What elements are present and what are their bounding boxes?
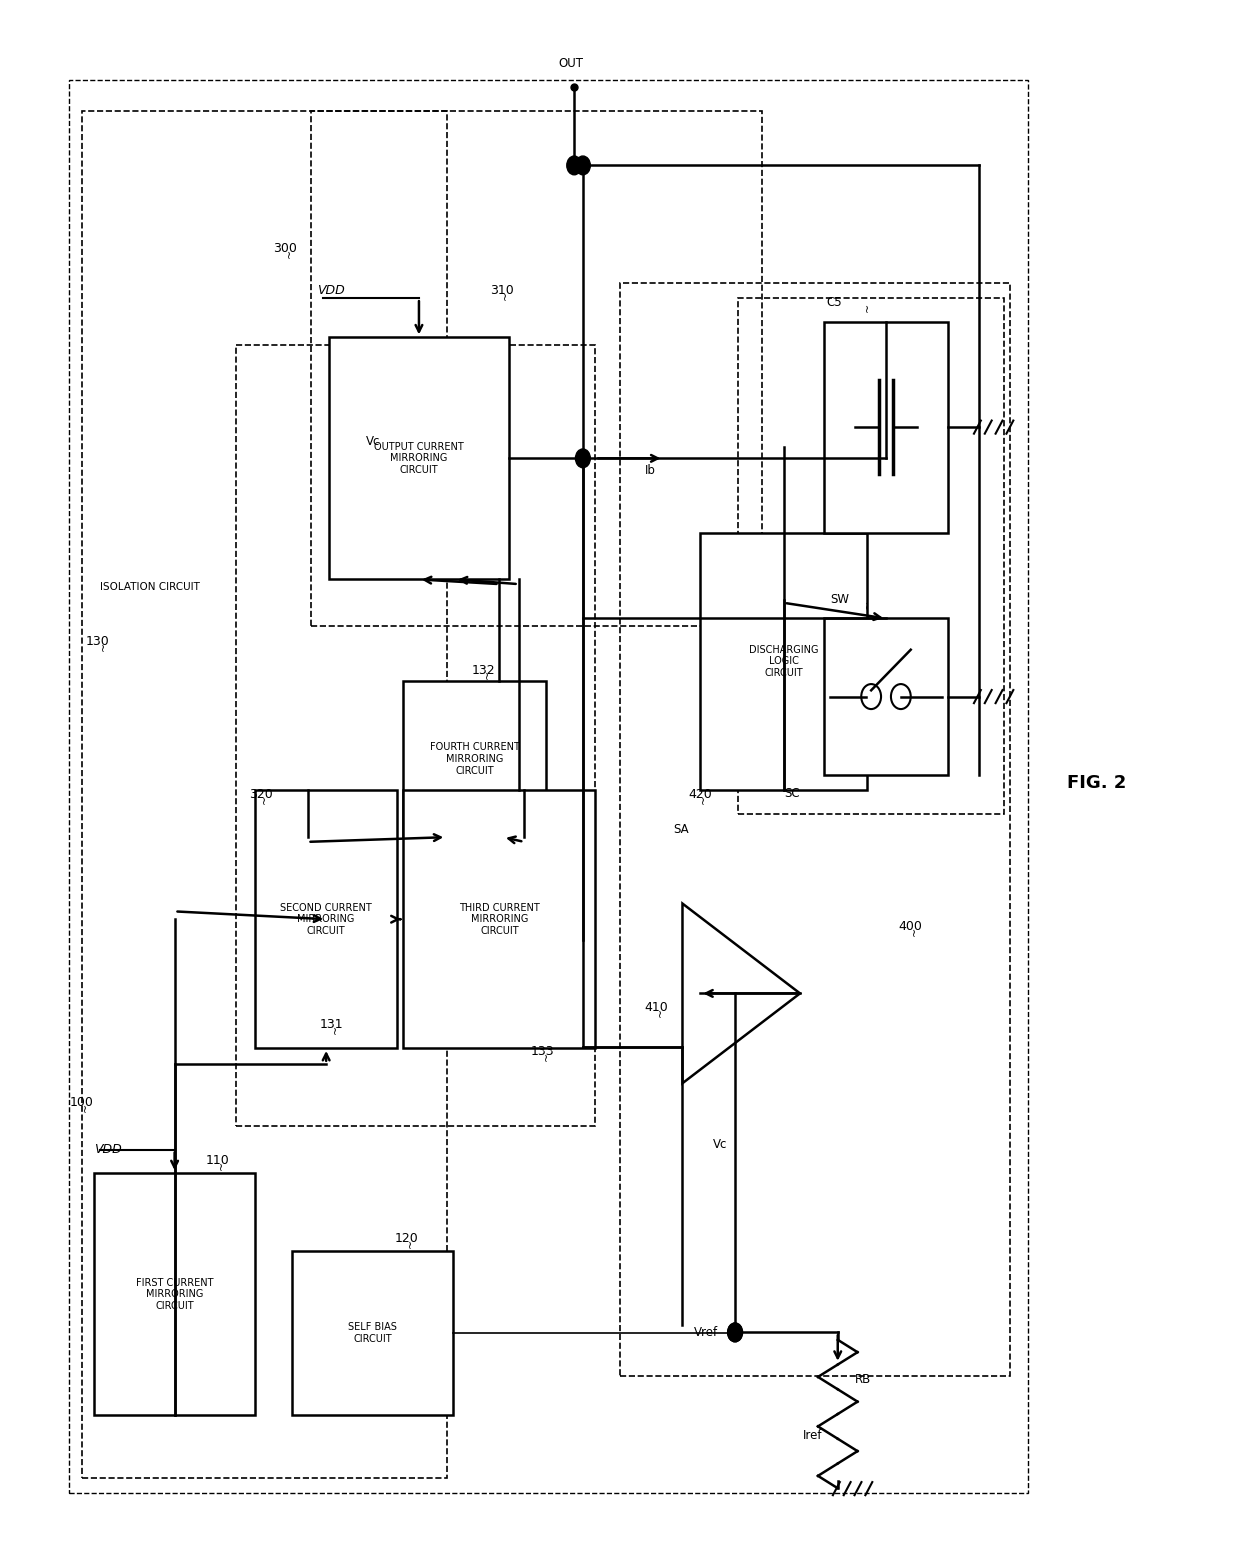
Circle shape (575, 156, 590, 175)
Text: Vc: Vc (366, 435, 381, 449)
Text: 420: 420 (688, 789, 712, 801)
Text: 133: 133 (531, 1045, 554, 1058)
Text: 131: 131 (320, 1019, 343, 1031)
Bar (293, 1250, 453, 1415)
Text: ~: ~ (285, 249, 295, 258)
Text: Ib: Ib (645, 463, 656, 477)
Text: 132: 132 (471, 664, 495, 676)
Text: VDD: VDD (94, 1142, 122, 1157)
Bar (237, 344, 595, 1127)
Bar (403, 681, 546, 837)
Bar (825, 322, 947, 532)
Circle shape (575, 449, 590, 468)
Text: SC: SC (785, 787, 800, 800)
Bar (701, 532, 868, 790)
Text: 120: 120 (394, 1232, 419, 1246)
Text: ~: ~ (405, 1239, 415, 1247)
Text: SELF BIAS
CIRCUIT: SELF BIAS CIRCUIT (348, 1322, 397, 1344)
Text: OUTPUT CURRENT
MIRRORING
CIRCUIT: OUTPUT CURRENT MIRRORING CIRCUIT (374, 441, 464, 474)
Text: ~: ~ (482, 670, 492, 679)
Text: FIRST CURRENT
MIRRORING
CIRCUIT: FIRST CURRENT MIRRORING CIRCUIT (136, 1277, 213, 1311)
Bar (311, 111, 763, 626)
Bar (82, 111, 446, 1477)
Text: ~: ~ (99, 642, 109, 651)
Bar (94, 1174, 255, 1415)
Text: ~: ~ (542, 1052, 552, 1061)
Circle shape (728, 1322, 743, 1341)
Text: VDD: VDD (317, 283, 345, 297)
Text: ~: ~ (863, 304, 873, 311)
Text: 310: 310 (490, 283, 513, 297)
Text: ~: ~ (260, 795, 270, 804)
Text: Vref: Vref (694, 1326, 718, 1340)
Text: DISCHARGING
LOGIC
CIRCUIT: DISCHARGING LOGIC CIRCUIT (749, 645, 818, 678)
Text: Iref: Iref (804, 1429, 822, 1441)
Text: THIRD CURRENT
MIRRORING
CIRCUIT: THIRD CURRENT MIRRORING CIRCUIT (459, 903, 539, 936)
Text: 130: 130 (86, 635, 109, 648)
Text: ~: ~ (699, 795, 709, 804)
Text: ~: ~ (330, 1025, 341, 1034)
Text: ISOLATION CIRCUIT: ISOLATION CIRCUIT (100, 582, 200, 592)
Text: 410: 410 (645, 1002, 668, 1014)
Bar (403, 790, 595, 1049)
Text: 300: 300 (274, 241, 298, 255)
Bar (620, 283, 1009, 1376)
Text: OUT: OUT (558, 58, 583, 70)
Bar (825, 618, 947, 775)
Text: 110: 110 (206, 1153, 229, 1167)
Text: 320: 320 (249, 789, 273, 801)
Text: 100: 100 (69, 1096, 93, 1110)
Text: ~: ~ (863, 599, 873, 609)
Text: SW: SW (831, 593, 849, 606)
Circle shape (567, 156, 582, 175)
Text: ~: ~ (501, 291, 511, 300)
Text: ~: ~ (909, 926, 919, 936)
Bar (330, 338, 508, 579)
Text: 400: 400 (898, 920, 923, 933)
Text: FIG. 2: FIG. 2 (1066, 773, 1126, 792)
Text: ~: ~ (217, 1161, 227, 1171)
Bar (255, 790, 397, 1049)
Bar (738, 299, 1003, 814)
Text: ~: ~ (656, 1008, 666, 1017)
Circle shape (728, 1322, 743, 1341)
Text: SECOND CURRENT
MIRRORING
CIRCUIT: SECOND CURRENT MIRRORING CIRCUIT (280, 903, 372, 936)
Text: SA: SA (673, 823, 689, 836)
Text: ~: ~ (81, 1103, 91, 1113)
Bar (69, 80, 1028, 1493)
Text: Vc: Vc (713, 1138, 727, 1152)
Text: RB: RB (856, 1373, 872, 1385)
Text: FOURTH CURRENT
MIRRORING
CIRCUIT: FOURTH CURRENT MIRRORING CIRCUIT (430, 742, 520, 776)
Text: C5: C5 (827, 296, 842, 310)
